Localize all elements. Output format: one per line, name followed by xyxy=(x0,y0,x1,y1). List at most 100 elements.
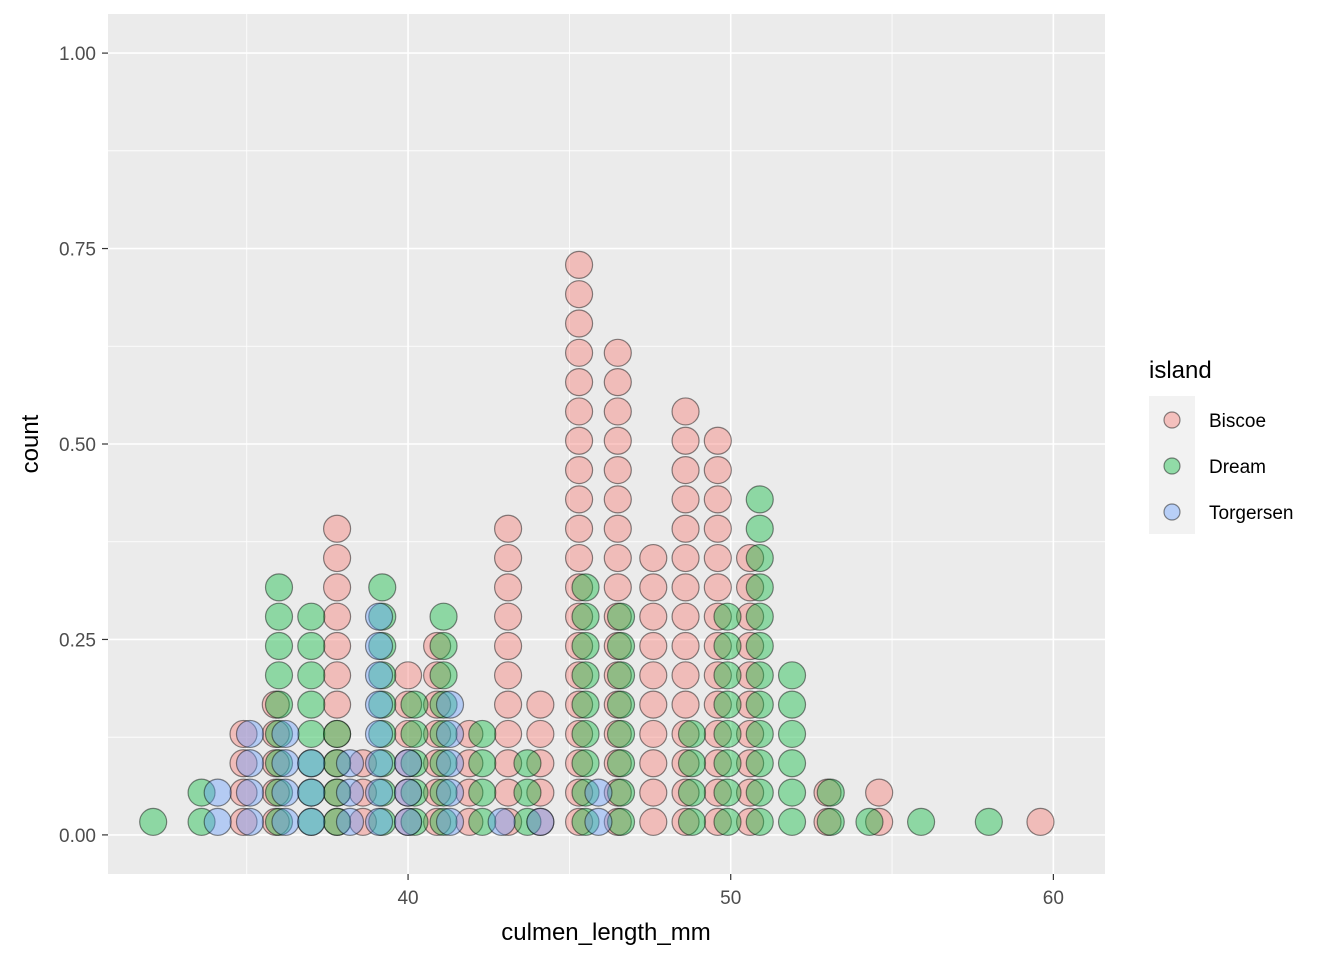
dot-biscoe xyxy=(229,778,258,807)
dot-dream xyxy=(571,573,600,602)
dot-dream xyxy=(368,573,397,602)
dot-dream xyxy=(139,807,168,837)
dot-torgersen xyxy=(435,719,465,749)
dot-dream xyxy=(571,631,600,661)
dot-dream xyxy=(513,778,542,807)
dot-biscoe xyxy=(703,573,732,602)
dot-torgersen xyxy=(435,778,465,807)
dot-biscoe xyxy=(703,778,732,807)
dot-biscoe xyxy=(603,573,632,602)
dot-biscoe xyxy=(671,719,700,749)
dot-dream xyxy=(429,631,458,661)
dot-biscoe xyxy=(703,602,732,631)
dot-biscoe xyxy=(671,602,700,631)
dot-biscoe xyxy=(564,455,594,485)
dot-biscoe xyxy=(322,778,352,807)
dot-biscoe xyxy=(423,749,452,778)
dot-biscoe xyxy=(639,573,668,602)
dot-biscoe xyxy=(393,661,423,690)
dot-biscoe xyxy=(639,543,668,573)
dot-dream xyxy=(777,661,807,690)
dot-biscoe xyxy=(393,690,423,719)
y-tick-label: 0.25 xyxy=(59,630,96,651)
dot-dream xyxy=(368,631,397,661)
dot-biscoe xyxy=(603,690,632,719)
legend-label-torgersen: Torgersen xyxy=(1209,503,1294,524)
dot-dream xyxy=(468,749,497,778)
dot-torgersen xyxy=(335,778,365,807)
dot-biscoe xyxy=(564,397,594,426)
dot-dream xyxy=(745,661,774,690)
dot-dream xyxy=(429,690,458,719)
legend-key-background xyxy=(1149,396,1195,534)
dot-biscoe xyxy=(261,778,290,807)
dot-biscoe xyxy=(603,749,632,778)
dot-torgersen xyxy=(584,778,613,807)
legend-key-torgersen xyxy=(1163,503,1181,521)
dot-dream xyxy=(745,778,774,807)
dot-dream xyxy=(571,749,600,778)
dot-biscoe xyxy=(603,426,632,455)
dot-torgersen xyxy=(364,719,394,749)
dot-dream xyxy=(606,749,636,778)
dot-torgersen xyxy=(393,749,423,778)
dot-biscoe xyxy=(1026,807,1055,837)
dot-biscoe xyxy=(564,719,594,749)
dot-biscoe xyxy=(261,690,290,719)
dot-dream xyxy=(713,807,742,837)
y-axis-title: count xyxy=(17,414,44,473)
dot-torgersen xyxy=(435,690,465,719)
dot-dream xyxy=(606,661,636,690)
dot-biscoe xyxy=(526,778,555,807)
dot-dream xyxy=(816,807,845,837)
dot-dream xyxy=(745,631,774,661)
dot-biscoe xyxy=(703,485,732,514)
dot-dream xyxy=(400,749,429,778)
dot-biscoe xyxy=(564,661,594,690)
dot-biscoe xyxy=(493,514,523,543)
dot-biscoe xyxy=(671,778,700,807)
dot-dream xyxy=(322,778,352,807)
dot-biscoe xyxy=(603,719,632,749)
legend-key-dream xyxy=(1163,457,1181,475)
dot-biscoe xyxy=(703,514,732,543)
dot-dream xyxy=(264,749,294,778)
dot-biscoe xyxy=(703,543,732,573)
dot-torgersen xyxy=(364,778,394,807)
dot-torgersen xyxy=(271,749,300,778)
dot-torgersen xyxy=(271,778,300,807)
dot-biscoe xyxy=(639,749,668,778)
dot-torgersen xyxy=(335,749,365,778)
dot-torgersen xyxy=(203,807,232,837)
dot-biscoe xyxy=(735,602,765,631)
dot-dream xyxy=(606,690,636,719)
dot-biscoe xyxy=(703,455,732,485)
dot-biscoe xyxy=(564,778,594,807)
x-tick-label: 60 xyxy=(1043,888,1064,909)
dot-dream xyxy=(368,719,397,749)
dot-dream xyxy=(264,573,294,602)
data-points xyxy=(139,250,1055,837)
dot-dream xyxy=(777,807,807,837)
dot-biscoe xyxy=(639,631,668,661)
dot-dream xyxy=(777,690,807,719)
dot-torgersen xyxy=(235,719,265,749)
dot-dream xyxy=(429,749,458,778)
dot-biscoe xyxy=(671,485,700,514)
dot-dream xyxy=(713,602,742,631)
dot-dream xyxy=(571,602,600,631)
dot-biscoe xyxy=(639,661,668,690)
dot-dream xyxy=(571,719,600,749)
dot-dream xyxy=(297,807,326,837)
dot-dream xyxy=(264,631,294,661)
dot-dream xyxy=(571,807,600,837)
dot-biscoe xyxy=(703,807,732,837)
dot-biscoe xyxy=(322,514,352,543)
y-tick-label: 0.75 xyxy=(59,240,96,261)
dot-biscoe xyxy=(564,485,594,514)
dot-dream xyxy=(606,602,636,631)
dot-biscoe xyxy=(639,690,668,719)
dot-dream xyxy=(400,719,429,749)
dot-dream xyxy=(297,719,326,749)
